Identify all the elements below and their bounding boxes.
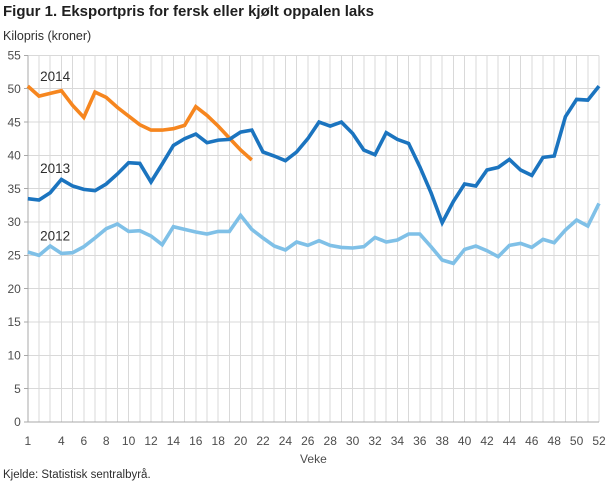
x-tick-label: 52: [592, 434, 606, 448]
y-tick-label: 50: [7, 82, 21, 96]
x-tick-label: 8: [103, 434, 110, 448]
y-tick-label: 30: [7, 215, 21, 229]
y-tick-label: 45: [7, 115, 21, 129]
y-tick-label: 15: [7, 315, 21, 329]
y-tick-label: 40: [7, 149, 21, 163]
x-tick-label: 14: [167, 434, 181, 448]
x-tick-label: 6: [80, 434, 87, 448]
x-tick-label: 10: [122, 434, 136, 448]
x-tick-label: 28: [324, 434, 338, 448]
series-label-2013: 2013: [40, 161, 70, 176]
x-tick-label: 48: [548, 434, 562, 448]
series-line-2014: [26, 84, 253, 162]
y-tick-label: 0: [14, 415, 21, 429]
x-tick-label: 34: [391, 434, 405, 448]
x-tick-label: 42: [480, 434, 494, 448]
x-axis-title: Veke: [300, 452, 327, 466]
x-tick-label: 16: [189, 434, 203, 448]
y-axis-unit-label: Kilopris (kroner): [3, 29, 92, 43]
page-title: Figur 1. Eksportpris for fersk eller kjø…: [3, 3, 374, 20]
x-tick-label: 26: [301, 434, 315, 448]
series-label-2014: 2014: [40, 69, 71, 84]
x-tick-label: 4: [58, 434, 65, 448]
y-tick-label: 55: [7, 49, 21, 63]
x-tick-label: 22: [256, 434, 270, 448]
source-note: Kjelde: Statistisk sentralbyrå.: [3, 469, 151, 481]
x-tick-label: 40: [458, 434, 472, 448]
x-tick-label: 46: [525, 434, 539, 448]
x-tick-label: 24: [279, 434, 293, 448]
series-label-2012: 2012: [40, 229, 70, 244]
series-line-2012: [27, 202, 601, 266]
y-tick-label: 35: [7, 182, 21, 196]
y-tick-label: 10: [7, 349, 21, 363]
y-tick-label: 20: [7, 282, 21, 296]
y-tick-label: 5: [14, 382, 21, 396]
x-tick-label: 20: [234, 434, 248, 448]
x-tick-label: 32: [368, 434, 382, 448]
x-tick-label: 12: [144, 434, 158, 448]
x-tick-label: 36: [413, 434, 427, 448]
x-tick-label: 44: [503, 434, 517, 448]
x-tick-label: 30: [346, 434, 360, 448]
y-tick-label: 25: [7, 249, 21, 263]
x-tick-label: 1: [24, 434, 31, 448]
x-tick-label: 38: [436, 434, 450, 448]
series-line-2013: [27, 84, 601, 228]
x-tick-label: 50: [570, 434, 584, 448]
x-tick-label: 18: [212, 434, 226, 448]
